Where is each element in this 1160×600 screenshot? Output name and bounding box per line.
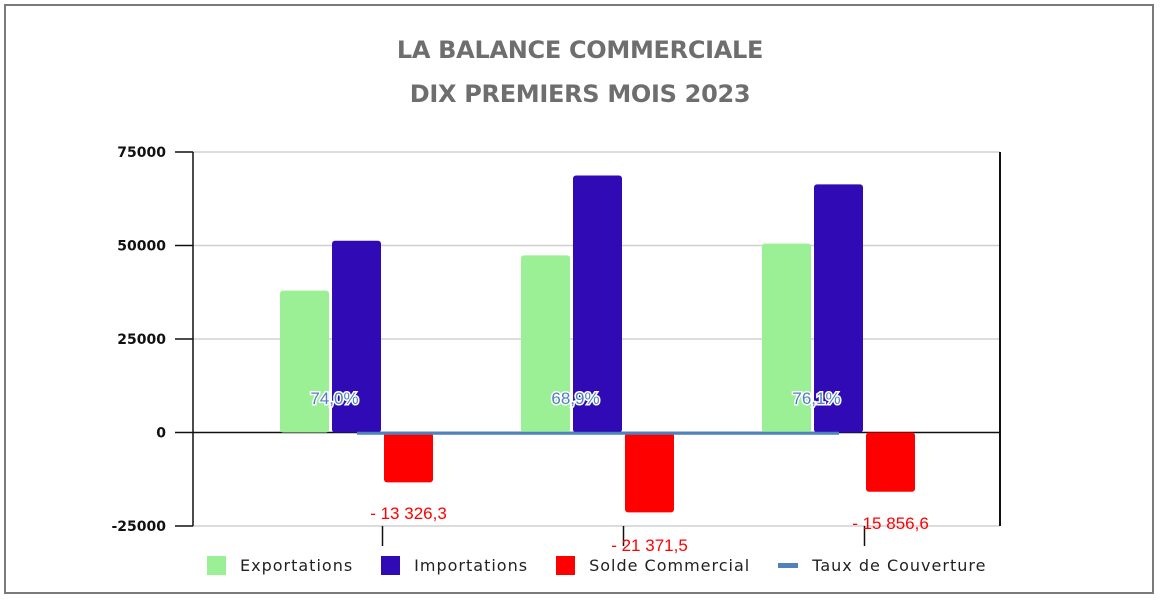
y-tick-label: 25000	[117, 332, 166, 348]
bar-importations	[332, 240, 381, 433]
legend: Exportations Importations Solde Commerci…	[207, 556, 1014, 575]
bar-solde-commercial	[866, 432, 915, 492]
solde-data-label: - 21 371,5	[611, 536, 688, 555]
legend-item-exportations: Exportations	[207, 556, 353, 575]
legend-item-taux: Taux de Couverture	[778, 556, 986, 575]
bar-importations	[573, 175, 622, 433]
legend-label-exportations: Exportations	[240, 556, 354, 575]
y-tick-label: 50000	[117, 239, 166, 255]
legend-label-solde: Solde Commercial	[589, 556, 751, 575]
taux-data-label: 68,9%	[551, 389, 599, 408]
chart-title-line-1: LA BALANCE COMMERCIALE	[396, 36, 764, 64]
legend-swatch-importations	[381, 556, 401, 575]
bar-exportations	[521, 255, 570, 433]
taux-data-label: 76,1%	[792, 389, 840, 408]
legend-swatch-solde	[556, 556, 576, 575]
legend-item-solde: Solde Commercial	[556, 556, 750, 575]
bar-exportations	[762, 243, 811, 433]
legend-item-importations: Importations	[381, 556, 528, 575]
y-tick-label: 75000	[117, 145, 166, 161]
legend-label-importations: Importations	[414, 556, 529, 575]
legend-swatch-exportations	[207, 556, 226, 575]
y-tick-label: 0	[156, 426, 166, 442]
chart-title-line-2: DIX PREMIERS MOIS 2023	[409, 80, 751, 108]
legend-label-taux: Taux de Couverture	[812, 556, 987, 575]
solde-data-label: - 13 326,3	[370, 504, 447, 523]
bar-solde-commercial	[384, 432, 433, 483]
taux-data-label: 74,0%	[310, 389, 358, 408]
bar-solde-commercial	[625, 432, 674, 513]
solde-data-label: - 15 856,6	[852, 514, 929, 533]
bar-exportations	[280, 290, 329, 433]
bar-importations	[814, 184, 863, 433]
legend-swatch-taux	[778, 563, 799, 568]
y-tick-label: -25000	[111, 519, 166, 535]
